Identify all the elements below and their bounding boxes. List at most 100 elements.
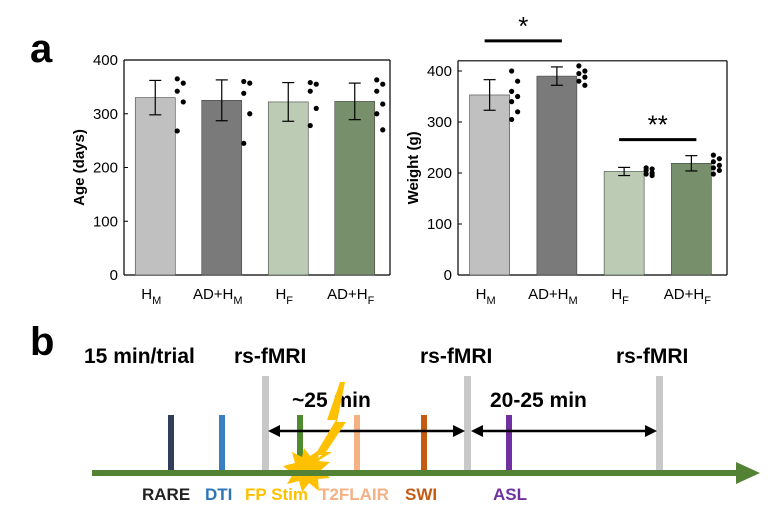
t2flair-label: T2FLAIR [319, 485, 389, 504]
data-point [582, 74, 588, 80]
rare-marker [168, 415, 174, 470]
data-point [576, 70, 582, 77]
data-point [241, 140, 247, 146]
data-point [710, 152, 716, 158]
data-point [509, 68, 515, 74]
data-point [509, 99, 515, 105]
data-point [307, 88, 313, 94]
data-point [643, 171, 649, 177]
data-point [307, 79, 313, 86]
y-tick-label: 0 [444, 267, 452, 284]
y-tick-label: 400 [427, 63, 452, 80]
fp-stim-label: FP Stim [245, 485, 308, 504]
data-point [515, 78, 521, 84]
data-point [509, 88, 515, 94]
data-point [649, 172, 655, 179]
category-label: HM [141, 286, 161, 307]
rare-label: RARE [142, 485, 190, 504]
y-axis-label: Weight (g) [405, 131, 422, 204]
data-point [643, 167, 649, 174]
asl-label: ASL [493, 485, 527, 504]
category-label: HM [476, 286, 496, 307]
bar [134, 97, 176, 276]
dti-label: DTI [205, 485, 232, 504]
data-point [649, 166, 655, 172]
significance-label: ** [648, 110, 668, 140]
rs-fmri-label-2: rs-fMRI [420, 345, 492, 368]
y-tick-label: 300 [427, 114, 452, 131]
data-point [576, 78, 582, 84]
data-point [174, 88, 180, 94]
data-point [380, 127, 386, 133]
bar [603, 171, 645, 276]
rs-fmri-label-3: rs-fMRI [616, 345, 688, 368]
data-point [710, 159, 716, 165]
asl-marker [506, 415, 512, 470]
bar [201, 100, 243, 276]
rs-fmri-label-1: rs-fMRI [234, 345, 306, 368]
bar [469, 94, 510, 276]
bar [536, 75, 578, 276]
data-point [710, 165, 716, 171]
data-point [241, 78, 247, 85]
data-point [313, 81, 319, 87]
stim-marker [297, 415, 303, 470]
panel-a-label: a [30, 27, 53, 71]
data-point [313, 105, 319, 111]
timeline: 15 min/trial rs-fMRI rs-fMRI rs-fMRI ~25… [84, 345, 760, 504]
interval-1-label: ~25 min [292, 389, 371, 412]
data-point [247, 80, 253, 86]
y-tick-label: 100 [93, 213, 118, 230]
data-point [380, 81, 386, 87]
data-point [180, 99, 186, 105]
data-point [241, 90, 247, 96]
y-tick-label: 0 [110, 267, 118, 284]
swi-label: SWI [405, 485, 437, 504]
data-point [716, 162, 722, 168]
data-point [716, 156, 722, 162]
category-label: AD+HF [664, 286, 711, 307]
significance-label: * [518, 11, 528, 41]
rs-fmri-marker-2 [464, 376, 471, 470]
interval-arrow-1 [268, 425, 465, 437]
y-tick-label: 200 [427, 165, 452, 182]
data-point [716, 167, 722, 174]
data-point [247, 111, 253, 117]
bar [671, 163, 712, 276]
data-point [509, 116, 515, 123]
data-point [380, 101, 386, 107]
data-point [710, 171, 716, 177]
category-label: HF [275, 286, 293, 307]
dti-marker [219, 415, 225, 470]
bar [334, 101, 376, 276]
y-tick-label: 200 [93, 160, 118, 177]
data-point [307, 122, 313, 129]
rs-fmri-marker-1 [262, 376, 269, 470]
time-axis [92, 462, 760, 484]
swi-marker [421, 415, 427, 470]
y-axis-label: Age (days) [71, 129, 88, 206]
category-label: AD+HM [193, 286, 243, 307]
interval-2-label: 20-25 min [490, 389, 587, 412]
data-point [582, 68, 588, 74]
data-point [374, 111, 380, 117]
data-point [374, 88, 380, 94]
category-label: AD+HM [528, 286, 578, 307]
bar [267, 101, 309, 276]
trial-label: 15 min/trial [84, 345, 195, 368]
y-tick-label: 100 [427, 216, 452, 233]
data-point [515, 93, 521, 100]
age-chart: 0 100 200 300 400 Age (days) HM AD+HM HF AD+HF [71, 52, 391, 307]
rs-fmri-marker-3 [656, 376, 663, 470]
data-point [515, 109, 521, 115]
data-point [576, 63, 582, 69]
data-point [374, 77, 380, 83]
t2flair-marker [354, 415, 360, 470]
panel-b-label: b [30, 320, 54, 364]
y-tick-label: 400 [93, 52, 118, 69]
category-label: AD+HF [327, 286, 374, 307]
interval-arrow-2 [471, 425, 657, 437]
category-label: HF [611, 286, 629, 307]
